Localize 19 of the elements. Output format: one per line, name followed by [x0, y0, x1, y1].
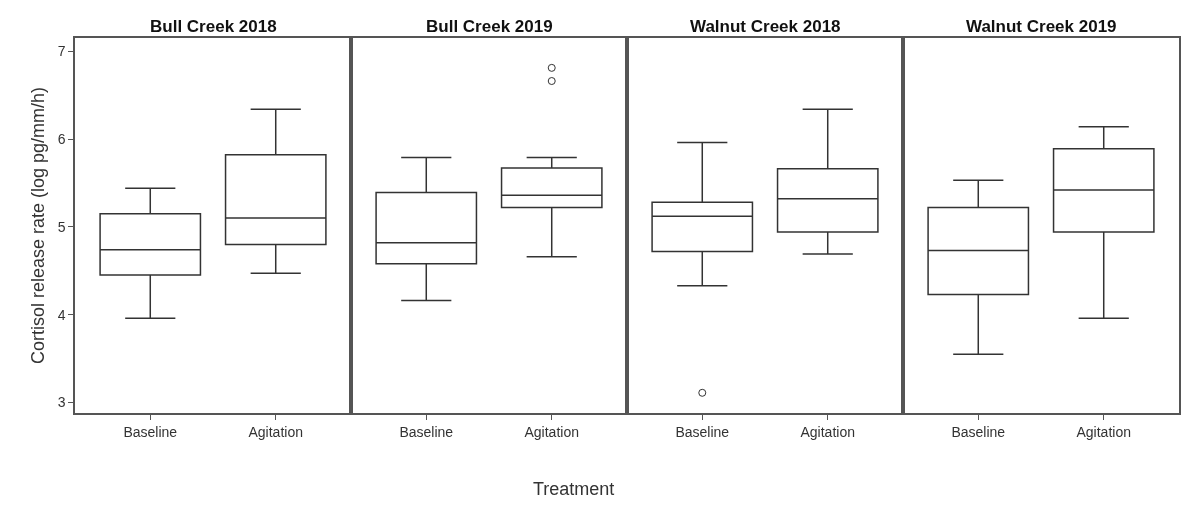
x-tick-label: Agitation [1076, 423, 1131, 440]
x-tick-label: Agitation [248, 423, 303, 440]
y-tick-label: 4 [57, 306, 66, 323]
y-tick-label: 3 [57, 394, 66, 411]
x-tick-label: Agitation [800, 423, 855, 440]
x-tick-label: Baseline [675, 423, 730, 440]
x-tick-label: Agitation [524, 423, 579, 440]
y-tick-label: 7 [57, 43, 66, 60]
y-axis-title: Cortisol release rate (log pg/mm/h) [28, 86, 49, 365]
y-tick-label: 5 [57, 218, 66, 235]
chart-title: Bull Creek 2019 [426, 17, 553, 36]
chart-title: Walnut Creek 2019 [966, 17, 1117, 36]
x-axis-title: Treatment [533, 479, 615, 499]
x-tick-label: Baseline [399, 423, 454, 440]
x-tick-label: Baseline [951, 423, 1006, 440]
chart-title: Walnut Creek 2018 [690, 17, 841, 36]
chart-title: Bull Creek 2018 [150, 17, 277, 36]
x-tick-label: Baseline [123, 423, 178, 440]
y-tick-label: 6 [57, 130, 66, 147]
